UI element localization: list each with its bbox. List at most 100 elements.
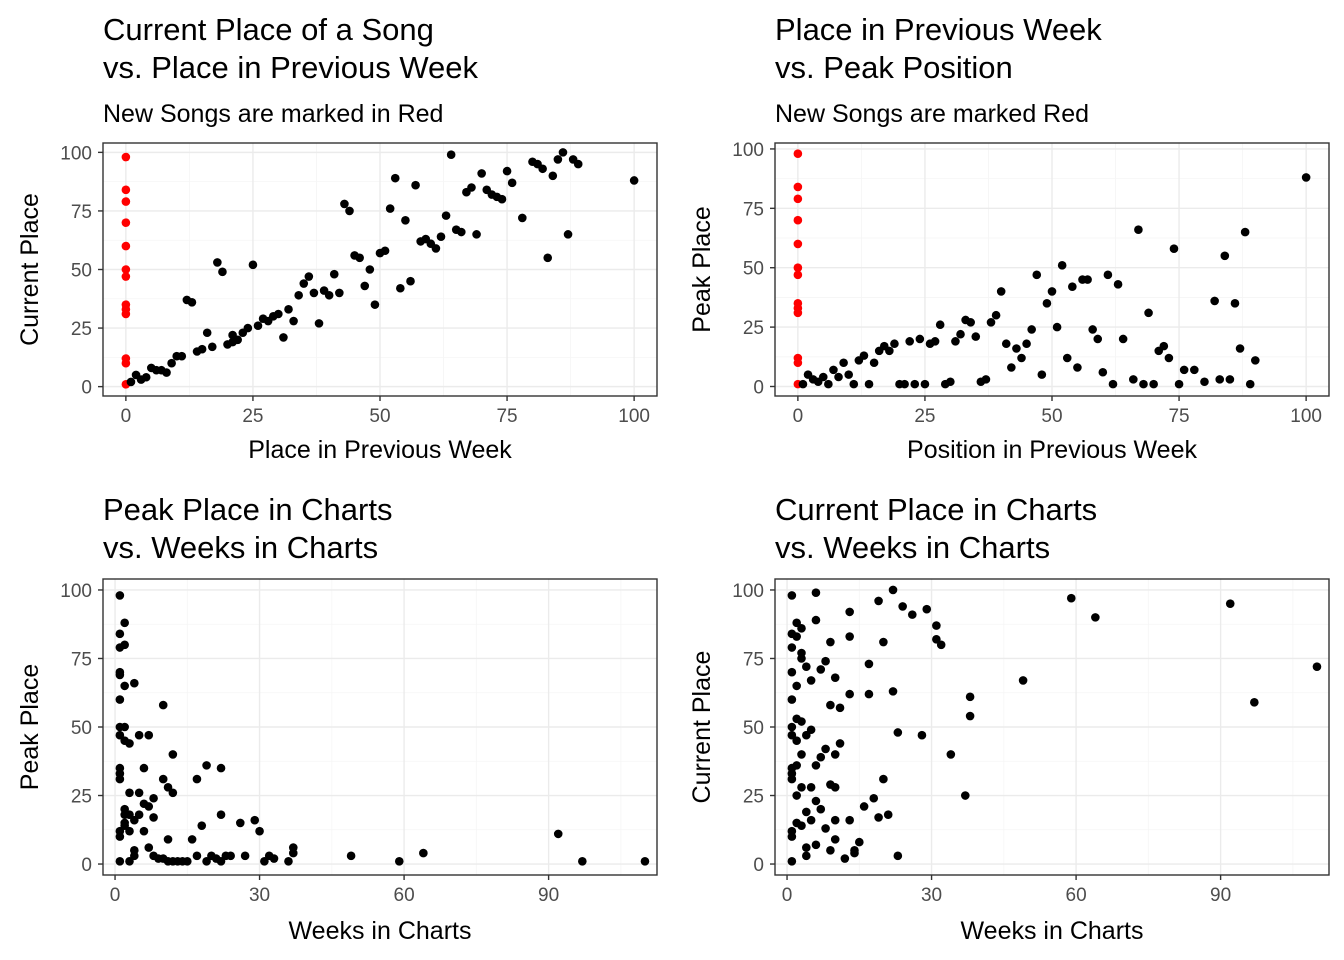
data-point: [125, 826, 134, 836]
data-point: [1103, 270, 1113, 280]
data-point: [162, 368, 171, 377]
data-point: [1066, 593, 1076, 603]
data-point: [917, 730, 927, 740]
data-point: [370, 300, 380, 309]
data-point: [1200, 377, 1209, 387]
data-point: [288, 848, 298, 858]
data-point: [538, 164, 547, 174]
data-point: [802, 807, 811, 817]
data-point: [1108, 379, 1118, 389]
data-point: [1088, 325, 1097, 334]
data-point: [830, 750, 840, 759]
data-point: [787, 591, 797, 600]
data-point: [1174, 379, 1184, 389]
data-point: [879, 637, 888, 647]
data-point: [839, 358, 848, 368]
data-point: [360, 281, 370, 291]
data-point: [457, 227, 466, 237]
data-point: [144, 730, 154, 740]
data-point: [248, 260, 258, 270]
data-point: [787, 695, 797, 704]
data-point: [835, 703, 845, 713]
data-point: [406, 276, 415, 286]
data-point: [946, 750, 956, 759]
data-point: [1250, 698, 1259, 707]
data-point: [419, 848, 428, 858]
y-tick-label: 25: [743, 318, 764, 339]
data-point: [787, 667, 797, 677]
data-point: [996, 287, 1006, 296]
series-existing-points: [798, 173, 1311, 389]
data-point: [855, 837, 864, 847]
data-point: [329, 269, 339, 279]
data-point: [1210, 296, 1219, 306]
data-point: [1022, 339, 1031, 349]
data-point: [793, 270, 803, 280]
data-point: [1113, 280, 1123, 289]
data-point: [883, 810, 893, 820]
data-point: [139, 826, 149, 836]
data-point: [960, 791, 970, 800]
data-point: [930, 337, 940, 346]
data-point: [821, 656, 830, 666]
data-point: [558, 148, 568, 157]
data-point: [1139, 379, 1148, 389]
data-point: [806, 782, 816, 792]
x-tick-label: 100: [618, 406, 650, 427]
data-point: [793, 149, 803, 158]
data-point: [553, 155, 563, 164]
data-point: [971, 332, 981, 341]
data-point: [168, 788, 178, 798]
data-point: [818, 372, 828, 382]
data-point: [346, 851, 356, 861]
y-tick-label: 75: [743, 199, 764, 220]
y-tick-label: 0: [81, 855, 92, 876]
data-point: [844, 370, 853, 379]
data-point: [802, 851, 811, 861]
data-point: [1032, 270, 1042, 280]
y-tick-label: 0: [753, 855, 764, 876]
data-point: [845, 607, 854, 617]
data-point: [573, 159, 583, 169]
data-point: [158, 700, 168, 710]
data-point: [120, 640, 129, 650]
data-point: [183, 856, 192, 866]
data-point: [864, 659, 874, 669]
data-point: [441, 211, 451, 220]
data-point: [385, 204, 395, 213]
data-point: [197, 344, 207, 354]
data-point: [233, 335, 242, 345]
y-tick-label: 0: [81, 378, 92, 399]
data-point: [1091, 613, 1100, 622]
data-point: [811, 588, 821, 598]
data-point: [218, 267, 227, 277]
x-tick-label: 0: [793, 406, 804, 427]
data-point: [1149, 379, 1158, 389]
data-point: [893, 728, 903, 737]
data-point: [806, 725, 816, 735]
data-point: [216, 763, 226, 773]
data-point: [849, 379, 859, 389]
x-tick-label: 100: [1290, 406, 1322, 427]
data-point: [806, 815, 816, 825]
data-point: [981, 375, 991, 384]
data-point: [879, 774, 888, 784]
series-existing-points: [126, 148, 639, 387]
data-point: [816, 804, 826, 814]
data-point: [149, 813, 158, 822]
x-tick-label: 50: [1041, 406, 1062, 427]
data-point: [845, 815, 854, 825]
x-tick-label: 75: [1168, 406, 1189, 427]
data-point: [144, 802, 154, 811]
data-point: [125, 788, 134, 798]
data-point: [1017, 353, 1026, 363]
data-point: [640, 856, 650, 866]
chart-title-line: Place in Previous Week: [775, 12, 1102, 47]
data-point: [502, 166, 512, 176]
data-point: [401, 216, 410, 225]
data-point: [792, 761, 801, 770]
